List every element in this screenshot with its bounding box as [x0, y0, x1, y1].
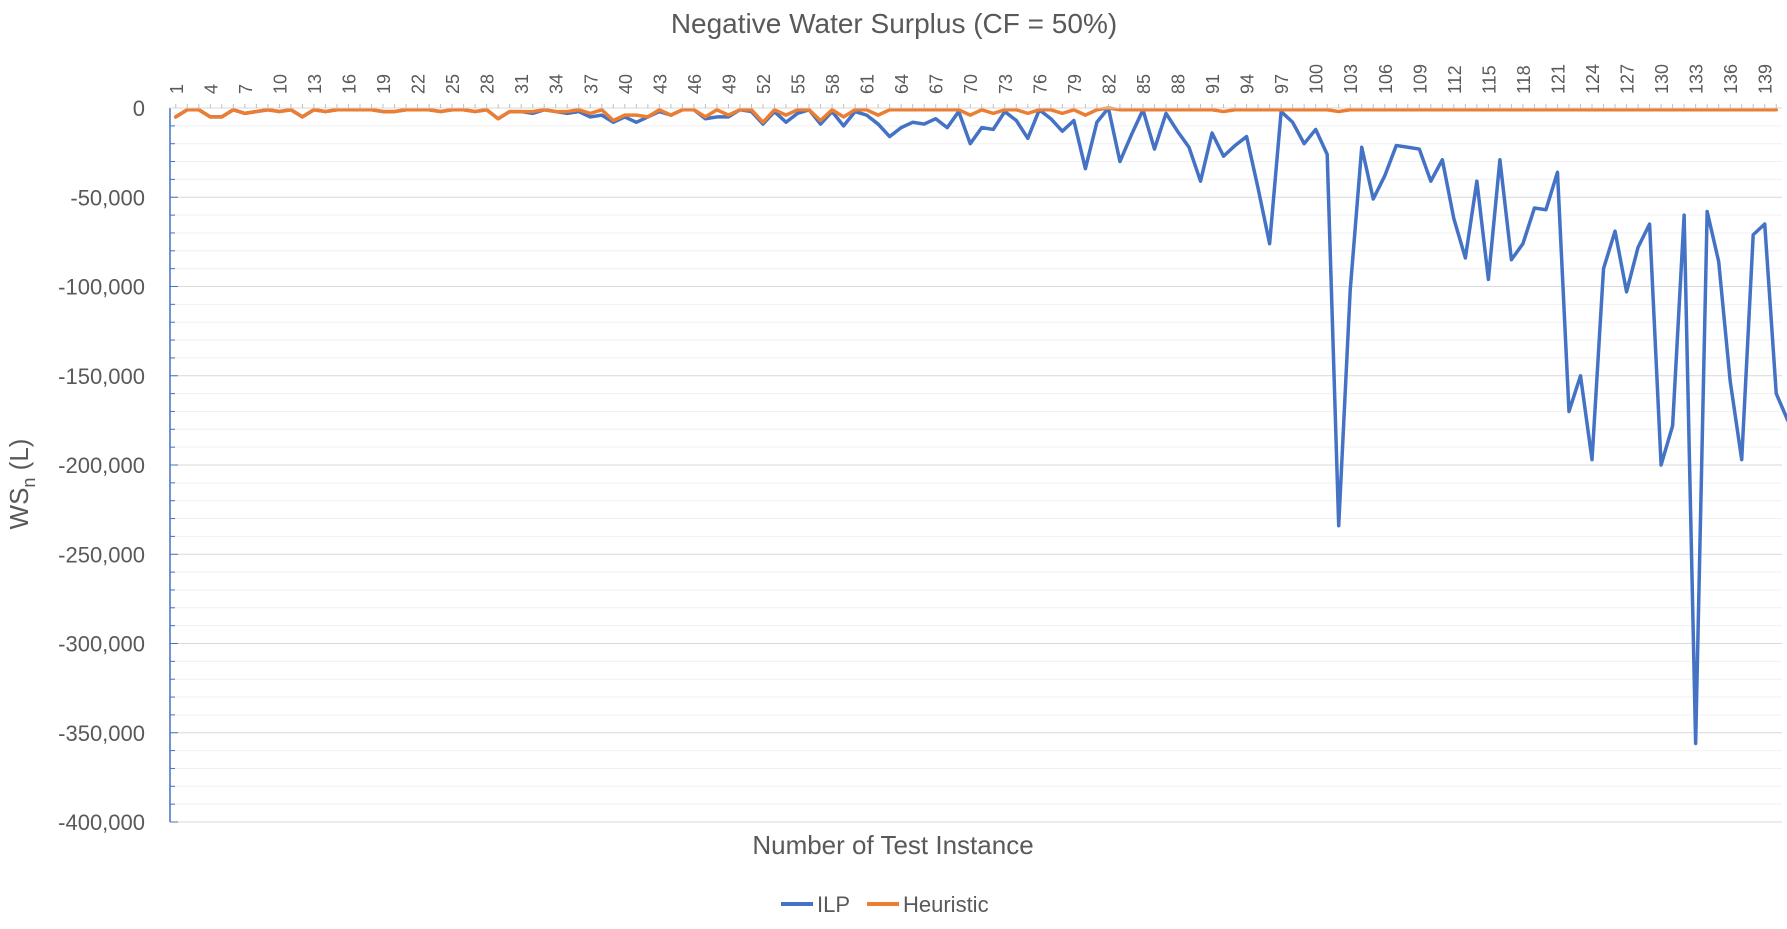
y-tick-label: -100,000	[58, 275, 145, 300]
y-tick-label: -50,000	[70, 185, 145, 210]
x-tick-label: 28	[478, 74, 498, 94]
series-line-ilp	[174, 106, 1787, 746]
x-tick-label: 19	[374, 74, 394, 94]
x-tick-label: 52	[754, 74, 774, 94]
y-tick-label: -150,000	[58, 364, 145, 389]
axes-layer	[169, 104, 1782, 823]
x-tick-label: 115	[1479, 65, 1499, 94]
x-tick-label: 37	[581, 74, 601, 94]
chart-title: Negative Water Surplus (CF = 50%)	[671, 8, 1117, 39]
x-tick-label: 64	[892, 74, 912, 94]
y-tick-label: -350,000	[58, 721, 145, 746]
x-tick-label: 106	[1376, 64, 1396, 94]
x-tick-label: 70	[961, 74, 981, 94]
y-axis-ticks: 0 -50,000 -100,000 -150,000 -200,000 -250,000…	[58, 96, 145, 835]
x-tick-label: 7	[236, 84, 256, 94]
y-tick-label: -300,000	[58, 632, 145, 657]
x-tick-label: 55	[789, 74, 809, 94]
x-tick-label: 109	[1410, 64, 1430, 94]
x-tick-label: 133	[1687, 64, 1707, 94]
x-tick-label: 58	[823, 74, 843, 94]
x-tick-label: 130	[1652, 64, 1672, 94]
x-tick-label: 103	[1341, 64, 1361, 94]
x-tick-label: 82	[1099, 74, 1119, 94]
x-tick-label: 88	[1169, 74, 1189, 94]
y-axis-title-subscript: n	[19, 478, 39, 488]
x-tick-label: 100	[1307, 64, 1327, 94]
x-tick-label: 85	[1134, 74, 1154, 94]
x-tick-label: 40	[616, 74, 636, 94]
x-tick-label: 97	[1272, 74, 1292, 94]
x-tick-label: 16	[339, 74, 359, 94]
x-tick-label: 73	[996, 74, 1016, 94]
y-axis-title-unit: (L)	[4, 439, 34, 478]
x-tick-label: 79	[1065, 74, 1085, 94]
x-tick-label: 127	[1618, 64, 1638, 94]
x-tick-label: 124	[1583, 64, 1603, 94]
y-tick-label: -250,000	[58, 542, 145, 567]
x-tick-label: 4	[201, 84, 221, 94]
x-tick-label: 61	[858, 74, 878, 94]
x-tick-label: 10	[270, 74, 290, 94]
series-line-heuristic	[174, 106, 1778, 125]
minor-gridlines	[170, 125, 1782, 805]
x-tick-label: 91	[1203, 74, 1223, 94]
y-tick-label: 0	[133, 96, 145, 121]
x-tick-label: 136	[1721, 64, 1741, 94]
x-tick-label: 13	[305, 74, 325, 94]
x-tick-label: 46	[685, 74, 705, 94]
x-axis-ticks: 1 4 7 10 13 16 19 22 25 28 31 34 37 40 43 46 49 52 55 58 61 6…	[167, 64, 1776, 94]
x-tick-label: 139	[1756, 64, 1776, 94]
y-axis-title: WSn (L)	[4, 439, 39, 530]
y-axis-title-main: WS	[4, 488, 34, 530]
x-tick-label: 31	[512, 74, 532, 94]
x-tick-label: 34	[547, 74, 567, 94]
x-tick-label: 67	[927, 74, 947, 94]
x-tick-label: 22	[409, 74, 429, 94]
x-tick-label: 49	[719, 74, 739, 94]
x-tick-label: 76	[1030, 74, 1050, 94]
chart-legend: ILP Heuristic	[781, 892, 989, 917]
x-tick-label: 112	[1445, 65, 1465, 94]
y-tick-label: -200,000	[58, 453, 145, 478]
x-axis-title: Number of Test Instance	[752, 830, 1033, 860]
legend-label-ilp: ILP	[817, 892, 850, 917]
x-tick-label: 25	[443, 74, 463, 94]
x-tick-label: 94	[1238, 74, 1258, 94]
y-tick-label: -400,000	[58, 810, 145, 835]
legend-label-heuristic: Heuristic	[903, 892, 989, 917]
x-tick-label: 121	[1548, 64, 1568, 94]
x-tick-label: 118	[1514, 65, 1534, 94]
series-layer	[174, 106, 1787, 746]
x-tick-label: 43	[650, 74, 670, 94]
x-tick-label: 1	[167, 84, 187, 94]
